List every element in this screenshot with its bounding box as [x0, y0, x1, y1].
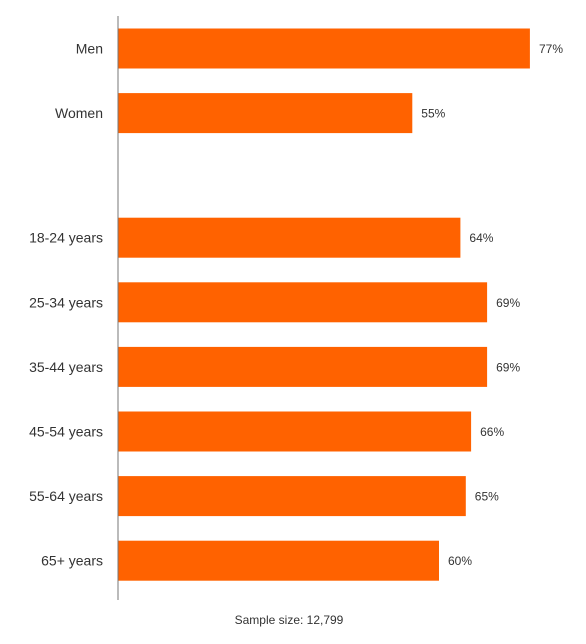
bar-55-64-years — [118, 476, 466, 517]
bar-65-years — [118, 540, 439, 581]
value-label-18-24-years: 64% — [469, 231, 493, 245]
value-label-men: 77% — [539, 42, 563, 56]
value-label-35-44-years: 69% — [496, 360, 520, 374]
bar-women — [118, 93, 413, 134]
category-label-55-64-years: 55-64 years — [29, 488, 103, 504]
bar-45-54-years — [118, 411, 472, 452]
value-label-25-34-years: 69% — [496, 296, 520, 310]
category-label-women: Women — [55, 105, 103, 121]
category-label-25-34-years: 25-34 years — [29, 294, 103, 310]
value-label-65-years: 60% — [448, 554, 472, 568]
sample-size-footnote: Sample size: 12,799 — [235, 613, 344, 627]
value-label-55-64-years: 65% — [475, 490, 499, 504]
category-label-35-44-years: 35-44 years — [29, 359, 103, 375]
category-label-45-54-years: 45-54 years — [29, 424, 103, 440]
category-label-65-years: 65+ years — [41, 553, 103, 569]
category-label-18-24-years: 18-24 years — [29, 230, 103, 246]
bar-men — [118, 28, 530, 69]
bars-layer: Men 77% Women 55% 18-24 years 64% 25-34 years 6… — [29, 28, 563, 581]
value-label-45-54-years: 66% — [480, 425, 504, 439]
value-label-women: 55% — [421, 107, 445, 121]
bar-18-24-years — [118, 217, 461, 258]
category-label-men: Men — [76, 41, 103, 57]
bar-25-34-years — [118, 282, 488, 323]
bar-35-44-years — [118, 346, 488, 387]
